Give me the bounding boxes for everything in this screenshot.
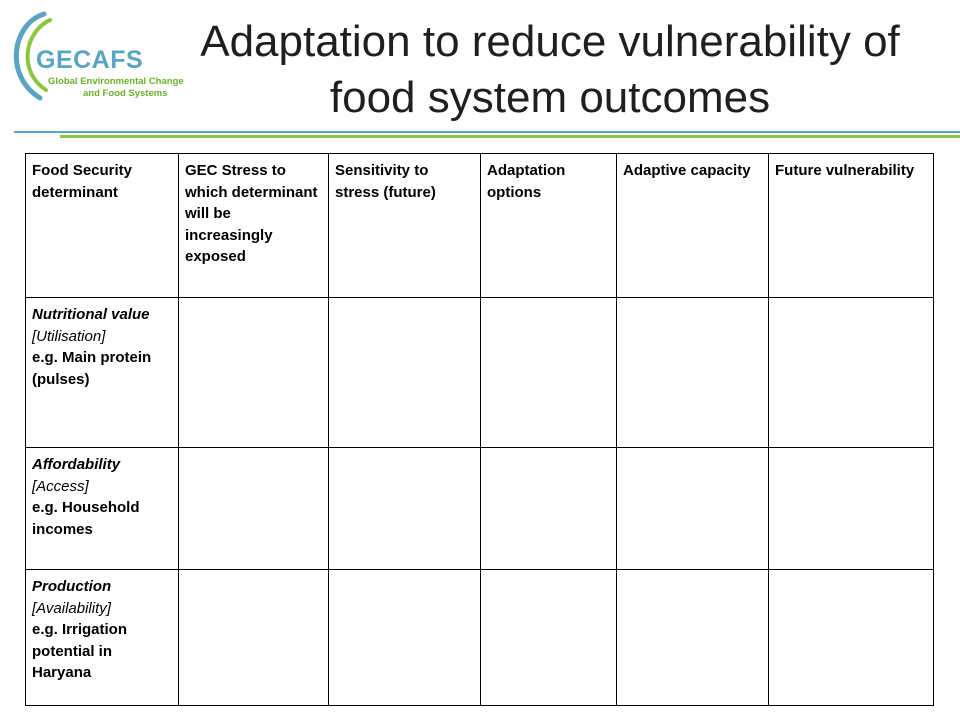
title-divider-green bbox=[60, 135, 960, 138]
empty-cell bbox=[768, 569, 934, 706]
header-gec-stress: GEC Stress to which determinant will be … bbox=[178, 153, 329, 298]
empty-cell bbox=[178, 297, 329, 448]
header-adaptation-options: Adaptation options bbox=[480, 153, 617, 298]
title-divider-blue bbox=[14, 131, 960, 133]
empty-cell bbox=[616, 447, 769, 570]
determinant-category: [Availability] bbox=[32, 599, 111, 617]
table-row: Nutritional value [Utilisation] e.g. Mai… bbox=[25, 297, 934, 448]
empty-cell bbox=[616, 297, 769, 448]
empty-cell bbox=[480, 447, 617, 570]
empty-cell bbox=[178, 569, 329, 706]
empty-cell bbox=[768, 297, 934, 448]
determinant-category: [Utilisation] bbox=[32, 327, 106, 345]
empty-cell bbox=[616, 569, 769, 706]
logo-name: GECAFS bbox=[36, 46, 144, 74]
empty-cell bbox=[328, 297, 481, 448]
determinant-label: Production bbox=[32, 578, 112, 595]
header-adaptive-capacity: Adaptive capacity bbox=[616, 153, 769, 298]
empty-cell bbox=[328, 569, 481, 706]
empty-cell bbox=[480, 297, 617, 448]
determinant-example: e.g. Main protein (pulses) bbox=[32, 349, 152, 388]
determinant-cell: Affordability [Access] e.g. Household in… bbox=[25, 447, 179, 570]
determinant-label: Nutritional value bbox=[32, 306, 150, 323]
header-future-vulnerability: Future vulnerability bbox=[768, 153, 934, 298]
empty-cell bbox=[480, 569, 617, 706]
logo-subtitle-line2: and Food Systems bbox=[83, 88, 168, 99]
vulnerability-table: Food Security determinant GEC Stress to … bbox=[25, 153, 934, 706]
table-row: Affordability [Access] e.g. Household in… bbox=[25, 447, 934, 570]
empty-cell bbox=[768, 447, 934, 570]
determinant-cell: Nutritional value [Utilisation] e.g. Mai… bbox=[25, 297, 179, 448]
table-header-row: Food Security determinant GEC Stress to … bbox=[25, 153, 934, 298]
determinant-label: Affordability bbox=[32, 456, 121, 473]
header-sensitivity: Sensitivity to stress (future) bbox=[328, 153, 481, 298]
logo-subtitle-line1: Global Environmental Change bbox=[48, 76, 184, 87]
empty-cell bbox=[178, 447, 329, 570]
table-row: Production [Availability] e.g. Irrigatio… bbox=[25, 569, 934, 706]
header-food-security-determinant: Food Security determinant bbox=[25, 153, 179, 298]
determinant-category: [Access] bbox=[32, 477, 89, 495]
gecafs-logo: GECAFS Global Environmental Change and F… bbox=[6, 6, 184, 110]
determinant-example: e.g. Household incomes bbox=[32, 499, 140, 538]
page-title: Adaptation to reduce vulnerability of fo… bbox=[200, 17, 900, 122]
empty-cell bbox=[328, 447, 481, 570]
logo-swoosh-icon bbox=[13, 11, 52, 101]
determinant-example: e.g. Irrigation potential in Haryana bbox=[32, 621, 128, 681]
determinant-cell: Production [Availability] e.g. Irrigatio… bbox=[25, 569, 179, 706]
